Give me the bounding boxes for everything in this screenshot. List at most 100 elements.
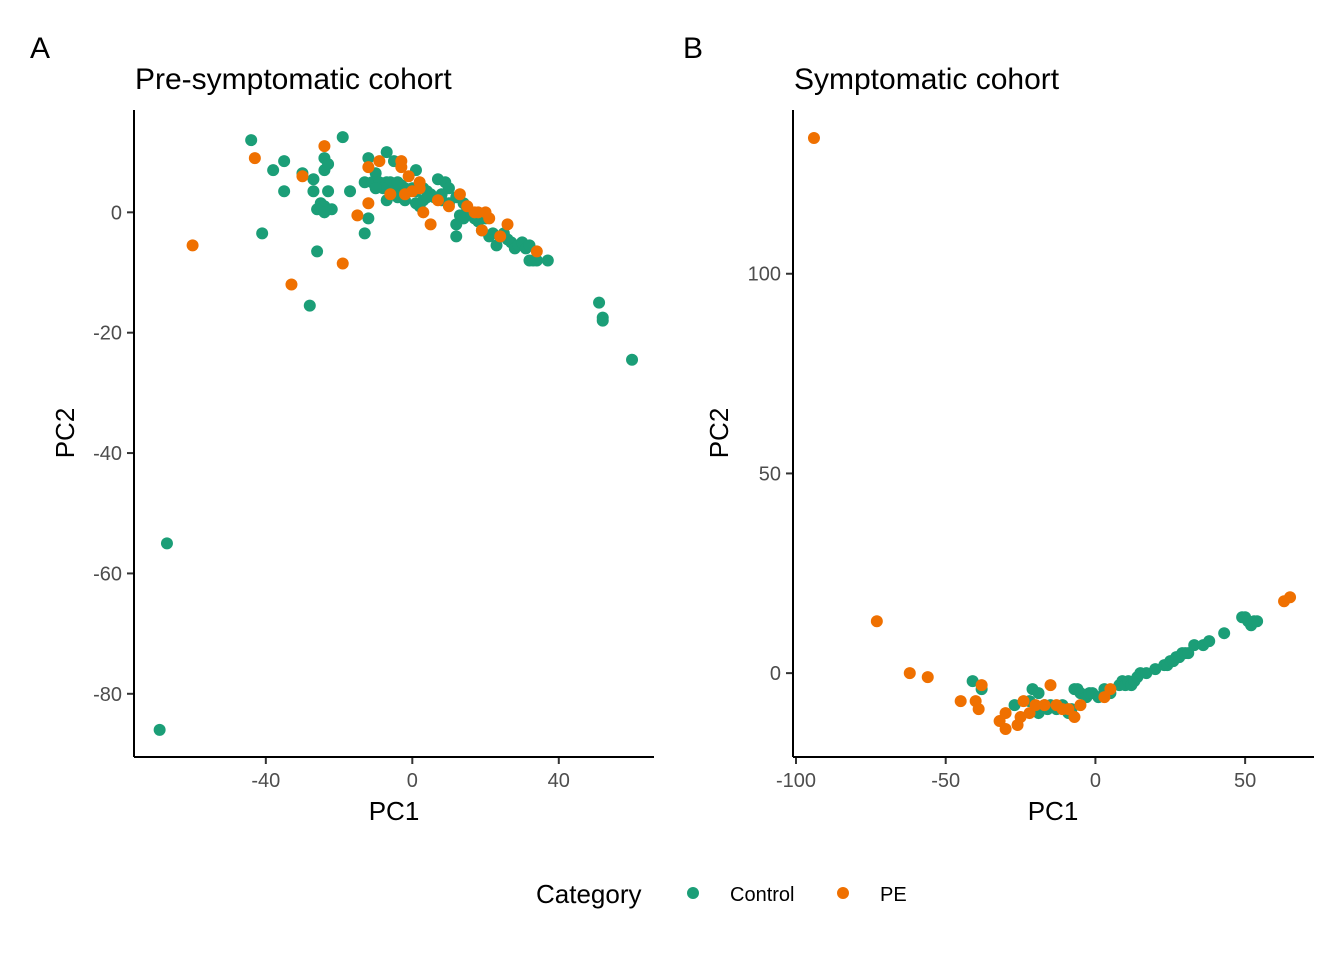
panel-b-point-control	[1203, 635, 1216, 648]
panel-a-point-pe	[285, 278, 298, 291]
panel-b-point-control	[1140, 667, 1153, 680]
panel-b-point-pe	[1074, 699, 1087, 712]
legend-title: Category	[536, 879, 642, 909]
panel-a-point-pe	[351, 209, 364, 222]
panel-a-point-pe	[362, 197, 375, 210]
legend-swatch-pe	[837, 887, 849, 899]
panel-b-point-control	[1251, 615, 1264, 628]
panel-a-point-control	[541, 254, 554, 267]
panel-a-point-control	[380, 146, 393, 159]
panel-b-point-pe	[1014, 711, 1027, 724]
panel-a-point-pe	[402, 170, 415, 183]
panel-b-point-control	[1218, 627, 1231, 640]
panel-b-point-pe	[807, 131, 820, 144]
panel-b-x-tick-label: -50	[931, 770, 960, 792]
panel-b-point-pe	[999, 707, 1012, 720]
panel-a-point-control	[420, 191, 433, 204]
panel-a-point-pe	[296, 170, 309, 183]
panel-a-x-tick-label: -40	[251, 770, 280, 792]
panel-b-point-pe	[1068, 711, 1081, 724]
panel-a-point-control	[450, 218, 463, 231]
panel-b-letter: B	[683, 32, 703, 65]
panel-a-point-control	[256, 227, 269, 240]
panel-b-ticks: -100 -50 0 50 0 50 100	[748, 264, 1257, 792]
legend: Category Control PE	[536, 879, 907, 909]
legend-label-control: Control	[730, 884, 794, 906]
panel-a-point-pe	[501, 218, 514, 231]
panel-b-point-pe	[921, 671, 934, 684]
panel-b-x-axis-title: PC1	[1028, 796, 1079, 826]
panel-a-point-control	[358, 227, 371, 240]
panel-a-point-control	[307, 185, 320, 198]
panel-a-y-tick-label: 0	[111, 202, 122, 224]
panel-b-point-pe	[975, 679, 988, 692]
panel-a-point-control	[490, 239, 503, 252]
panel-a-point-pe	[384, 188, 397, 201]
panel-a-points	[153, 131, 639, 736]
panel-a-point-control	[160, 537, 173, 550]
panel-a-point-control	[322, 158, 335, 171]
panel-a-point-pe	[453, 188, 466, 201]
panel-a-point-pe	[494, 230, 507, 243]
panel-a-title: Pre-symptomatic cohort	[135, 63, 452, 96]
panel-a-point-control	[336, 131, 349, 144]
panel-a-y-tick-label: -20	[93, 323, 122, 345]
panel-b-plot: -100 -50 0 50 0 50 100	[748, 110, 1314, 792]
panel-a-point-pe	[318, 140, 331, 153]
panel-b-point-pe	[1284, 591, 1297, 604]
panel-a-point-control	[626, 353, 639, 366]
panel-a-point-control	[362, 152, 375, 165]
panel-b-point-pe	[954, 695, 967, 708]
panel-a-point-pe	[483, 212, 496, 225]
panel-b-y-tick-label: 100	[748, 264, 781, 286]
panel-b-x-tick-label: 50	[1234, 770, 1256, 792]
panel-a-point-pe	[417, 206, 430, 219]
panel-b: B Symptomatic cohort -100 -50 0 50 0 50 100 PC…	[683, 32, 1314, 826]
panel-a-point-control	[267, 164, 280, 177]
panel-a-point-pe	[413, 176, 426, 189]
panel-a-point-control	[530, 254, 543, 267]
panel-a-point-control	[362, 212, 375, 225]
panel-a-point-control	[450, 230, 463, 243]
panel-b-point-pe	[1038, 699, 1051, 712]
panel-a-point-control	[322, 185, 335, 198]
panel-b-point-pe	[870, 615, 883, 628]
legend-swatch-control	[687, 887, 699, 899]
panel-a-point-control	[245, 134, 258, 147]
panel-b-y-tick-label: 50	[759, 463, 781, 485]
panel-b-title: Symptomatic cohort	[794, 63, 1060, 96]
panel-a-point-control	[593, 296, 606, 309]
panel-a-point-pe	[424, 218, 437, 231]
panel-a-letter: A	[30, 32, 50, 65]
panel-b-points	[807, 131, 1297, 736]
panel-a-point-pe	[530, 245, 543, 258]
panel-a-point-control	[344, 185, 357, 198]
panel-a-point-pe	[442, 200, 455, 213]
panel-a-point-control	[153, 723, 166, 736]
panel-a-plot: -40 0 40 0 -20 -40 -60 -80	[93, 110, 654, 792]
panel-a-point-pe	[362, 161, 375, 174]
panel-a-point-control	[278, 155, 291, 168]
panel-a-point-control	[307, 173, 320, 186]
panel-b-point-control	[1032, 687, 1045, 700]
panel-a-point-pe	[248, 152, 261, 165]
panel-a-point-pe	[398, 188, 411, 201]
panel-a-x-axis-title: PC1	[369, 796, 420, 826]
panel-a-point-pe	[336, 257, 349, 270]
panel-a-point-pe	[373, 155, 386, 168]
panel-a-ticks: -40 0 40 0 -20 -40 -60 -80	[93, 202, 570, 792]
panel-b-point-pe	[903, 667, 916, 680]
panel-b-point-pe	[1104, 683, 1117, 696]
panel-a-point-control	[278, 185, 291, 198]
panel-a-y-tick-label: -40	[93, 443, 122, 465]
panel-a-x-tick-label: 40	[548, 770, 570, 792]
panel-a-y-tick-label: -60	[93, 563, 122, 585]
panel-a-point-pe	[431, 194, 444, 207]
panel-b-point-control	[1188, 639, 1201, 652]
panel-b-x-tick-label: 0	[1090, 770, 1101, 792]
panel-a-point-control	[311, 245, 324, 258]
panel-a-point-control	[369, 182, 382, 195]
panel-a-y-axis-title: PC2	[50, 408, 80, 459]
panel-a-point-pe	[186, 239, 199, 252]
